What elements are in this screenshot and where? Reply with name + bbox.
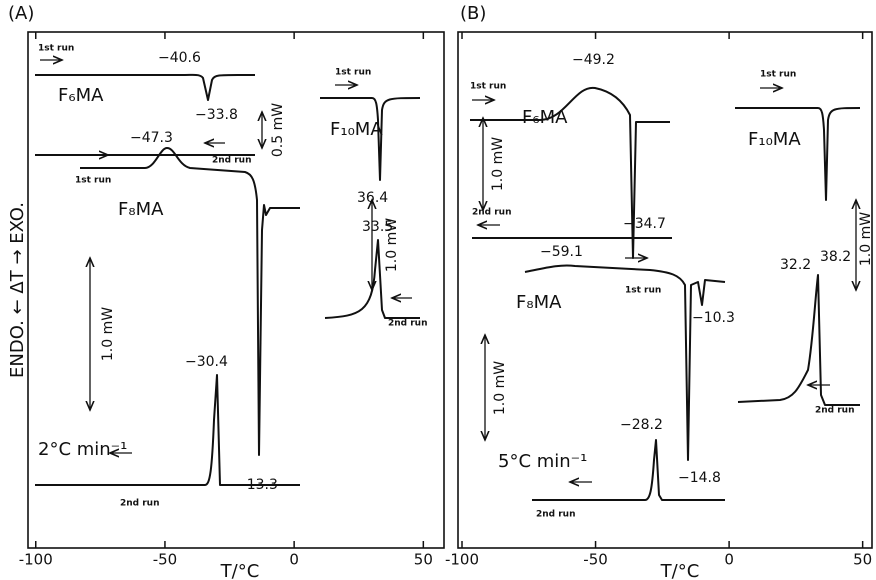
scale-label: 1.0 mW (490, 137, 506, 191)
peak-label: 36.4 (357, 190, 388, 206)
x-tick-label: 50 (414, 551, 433, 569)
run-label: 2nd run (120, 499, 160, 509)
peak-label: −47.3 (130, 130, 173, 146)
peak-label: 32.2 (780, 257, 811, 273)
panel-frame (27, 31, 445, 549)
run-label: 1st run (335, 68, 371, 78)
curves-a (35, 60, 421, 486)
run-label: 1st run (470, 82, 506, 92)
run-label: 1st run (75, 176, 111, 186)
x-tick-label: -50 (583, 551, 608, 569)
peak-label: −33.8 (195, 107, 238, 123)
run-label: 2nd run (536, 510, 576, 520)
scale-label: 1.0 mW (492, 361, 508, 415)
run-label: 2nd run (815, 406, 855, 416)
peak-label: −14.8 (678, 470, 721, 486)
scale-label: 1.0 mW (384, 218, 400, 272)
x-tick-label: -100 (19, 551, 53, 569)
sample-label: F₈MA (118, 199, 164, 220)
x-axis-label: T/°C (660, 561, 700, 580)
peak-label: 38.2 (820, 249, 851, 265)
peak-label: −13.3 (235, 477, 278, 493)
peak-label: −40.6 (158, 50, 201, 66)
panel-label: (B) (460, 3, 486, 24)
run-label: 1st run (760, 70, 796, 80)
rate-label: 2°C min⁻¹ (38, 439, 127, 460)
run-label: 1st run (625, 286, 661, 296)
x-tick-label: -100 (445, 551, 479, 569)
panel-label: (A) (8, 3, 34, 24)
peak-label: −59.1 (540, 244, 583, 260)
peak-label: 33.5 (362, 219, 393, 235)
run-label: 2nd run (388, 319, 428, 329)
sample-label: F₈MA (516, 292, 562, 313)
x-tick-label: -50 (153, 551, 178, 569)
run-label: 2nd run (472, 208, 512, 218)
x-tick-label: 50 (853, 551, 872, 569)
curves-b (470, 88, 860, 501)
y-axis-label: ENDO. ← ΔT → EXO. (7, 202, 28, 378)
x-axis-label: T/°C (220, 561, 260, 580)
x-tick-label: 0 (724, 551, 734, 569)
run-label: 1st run (38, 44, 74, 54)
sample-label: F₁₀MA (330, 119, 383, 140)
peak-label: −10.3 (692, 310, 735, 326)
x-tick-label: 0 (289, 551, 299, 569)
run-label: 2nd run (212, 156, 252, 166)
sample-label: F₆MA (58, 85, 104, 106)
sample-label: F₆MA (522, 107, 568, 128)
peak-label: −28.2 (620, 417, 663, 433)
panel-frame (457, 31, 873, 549)
sample-label: F₁₀MA (748, 129, 801, 150)
scale-label: 1.0 mW (100, 307, 116, 361)
scale-label: 0.5 mW (270, 103, 286, 157)
rate-label: 5°C min⁻¹ (498, 451, 587, 472)
scale-label: 1.0 mW (858, 212, 874, 266)
peak-label: −30.4 (185, 354, 228, 370)
peak-label: −49.2 (572, 52, 615, 68)
peak-label: −34.7 (623, 216, 666, 232)
